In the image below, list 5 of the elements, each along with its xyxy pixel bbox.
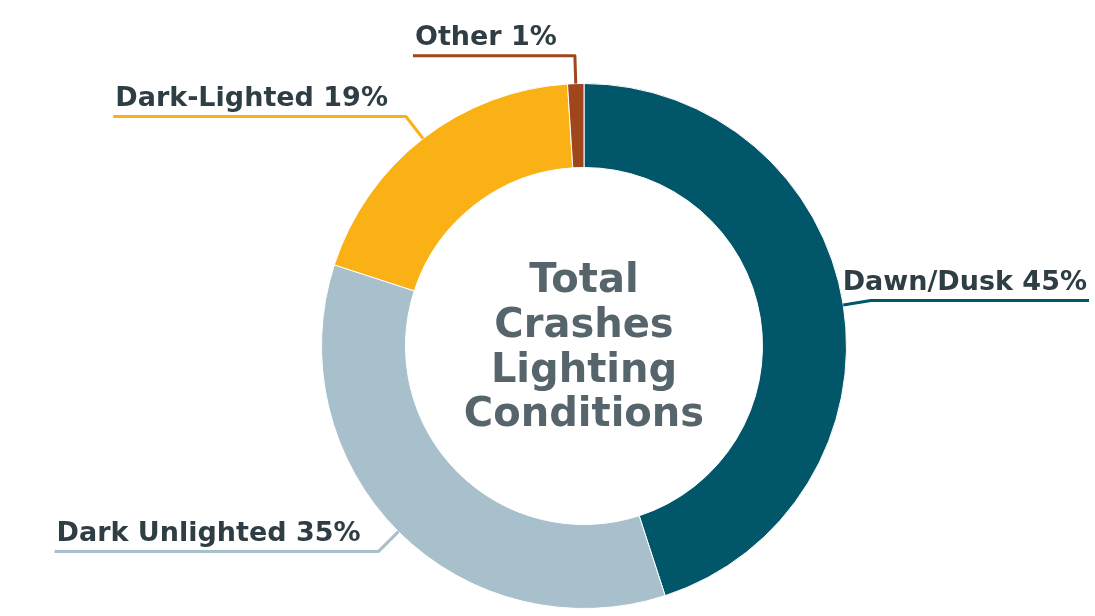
slice-label: Dark-Lighted 19% (115, 80, 388, 112)
slice-label: Dark Unlighted 35% (56, 515, 361, 547)
text: Total Crashes Lighting Conditions (462, 255, 706, 436)
slice-label: Dawn/Dusk 45% (842, 265, 1087, 297)
slice-label: Other 1% (414, 20, 557, 52)
